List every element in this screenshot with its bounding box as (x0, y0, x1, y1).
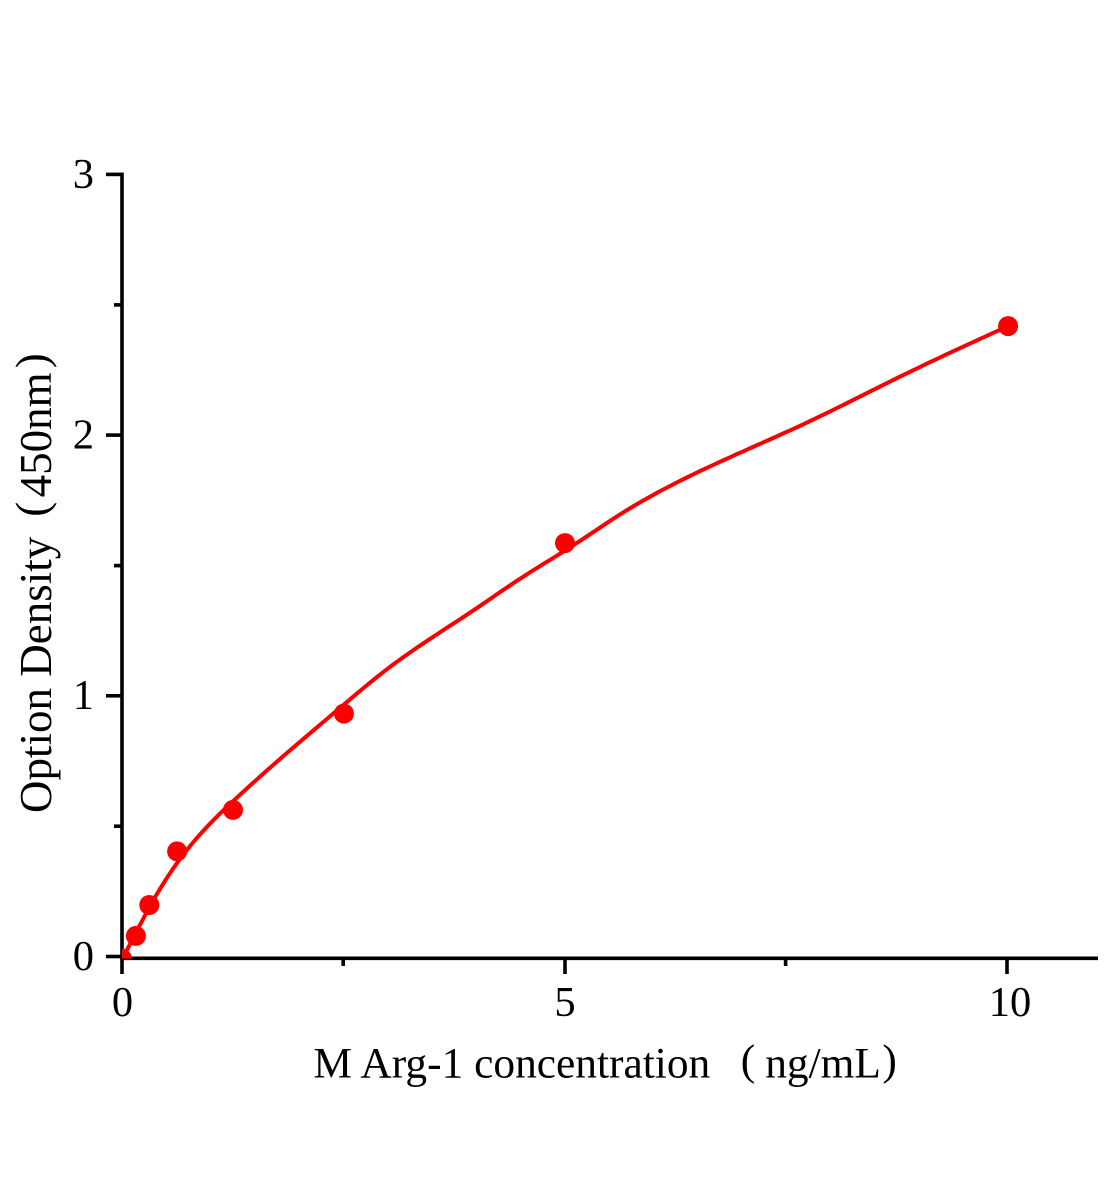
svg-text:Option Density(450nm): Option Density(450nm) (7, 353, 61, 813)
svg-text:0: 0 (73, 933, 94, 980)
svg-text:0: 0 (112, 979, 133, 1026)
svg-text:3: 3 (73, 151, 94, 198)
svg-text:5: 5 (554, 979, 575, 1026)
svg-text:1: 1 (73, 672, 94, 719)
svg-text:M Arg-1 concentration(ng/mL): M Arg-1 concentration(ng/mL) (313, 1037, 896, 1088)
svg-text:2: 2 (73, 412, 94, 459)
svg-text:10: 10 (989, 979, 1032, 1026)
